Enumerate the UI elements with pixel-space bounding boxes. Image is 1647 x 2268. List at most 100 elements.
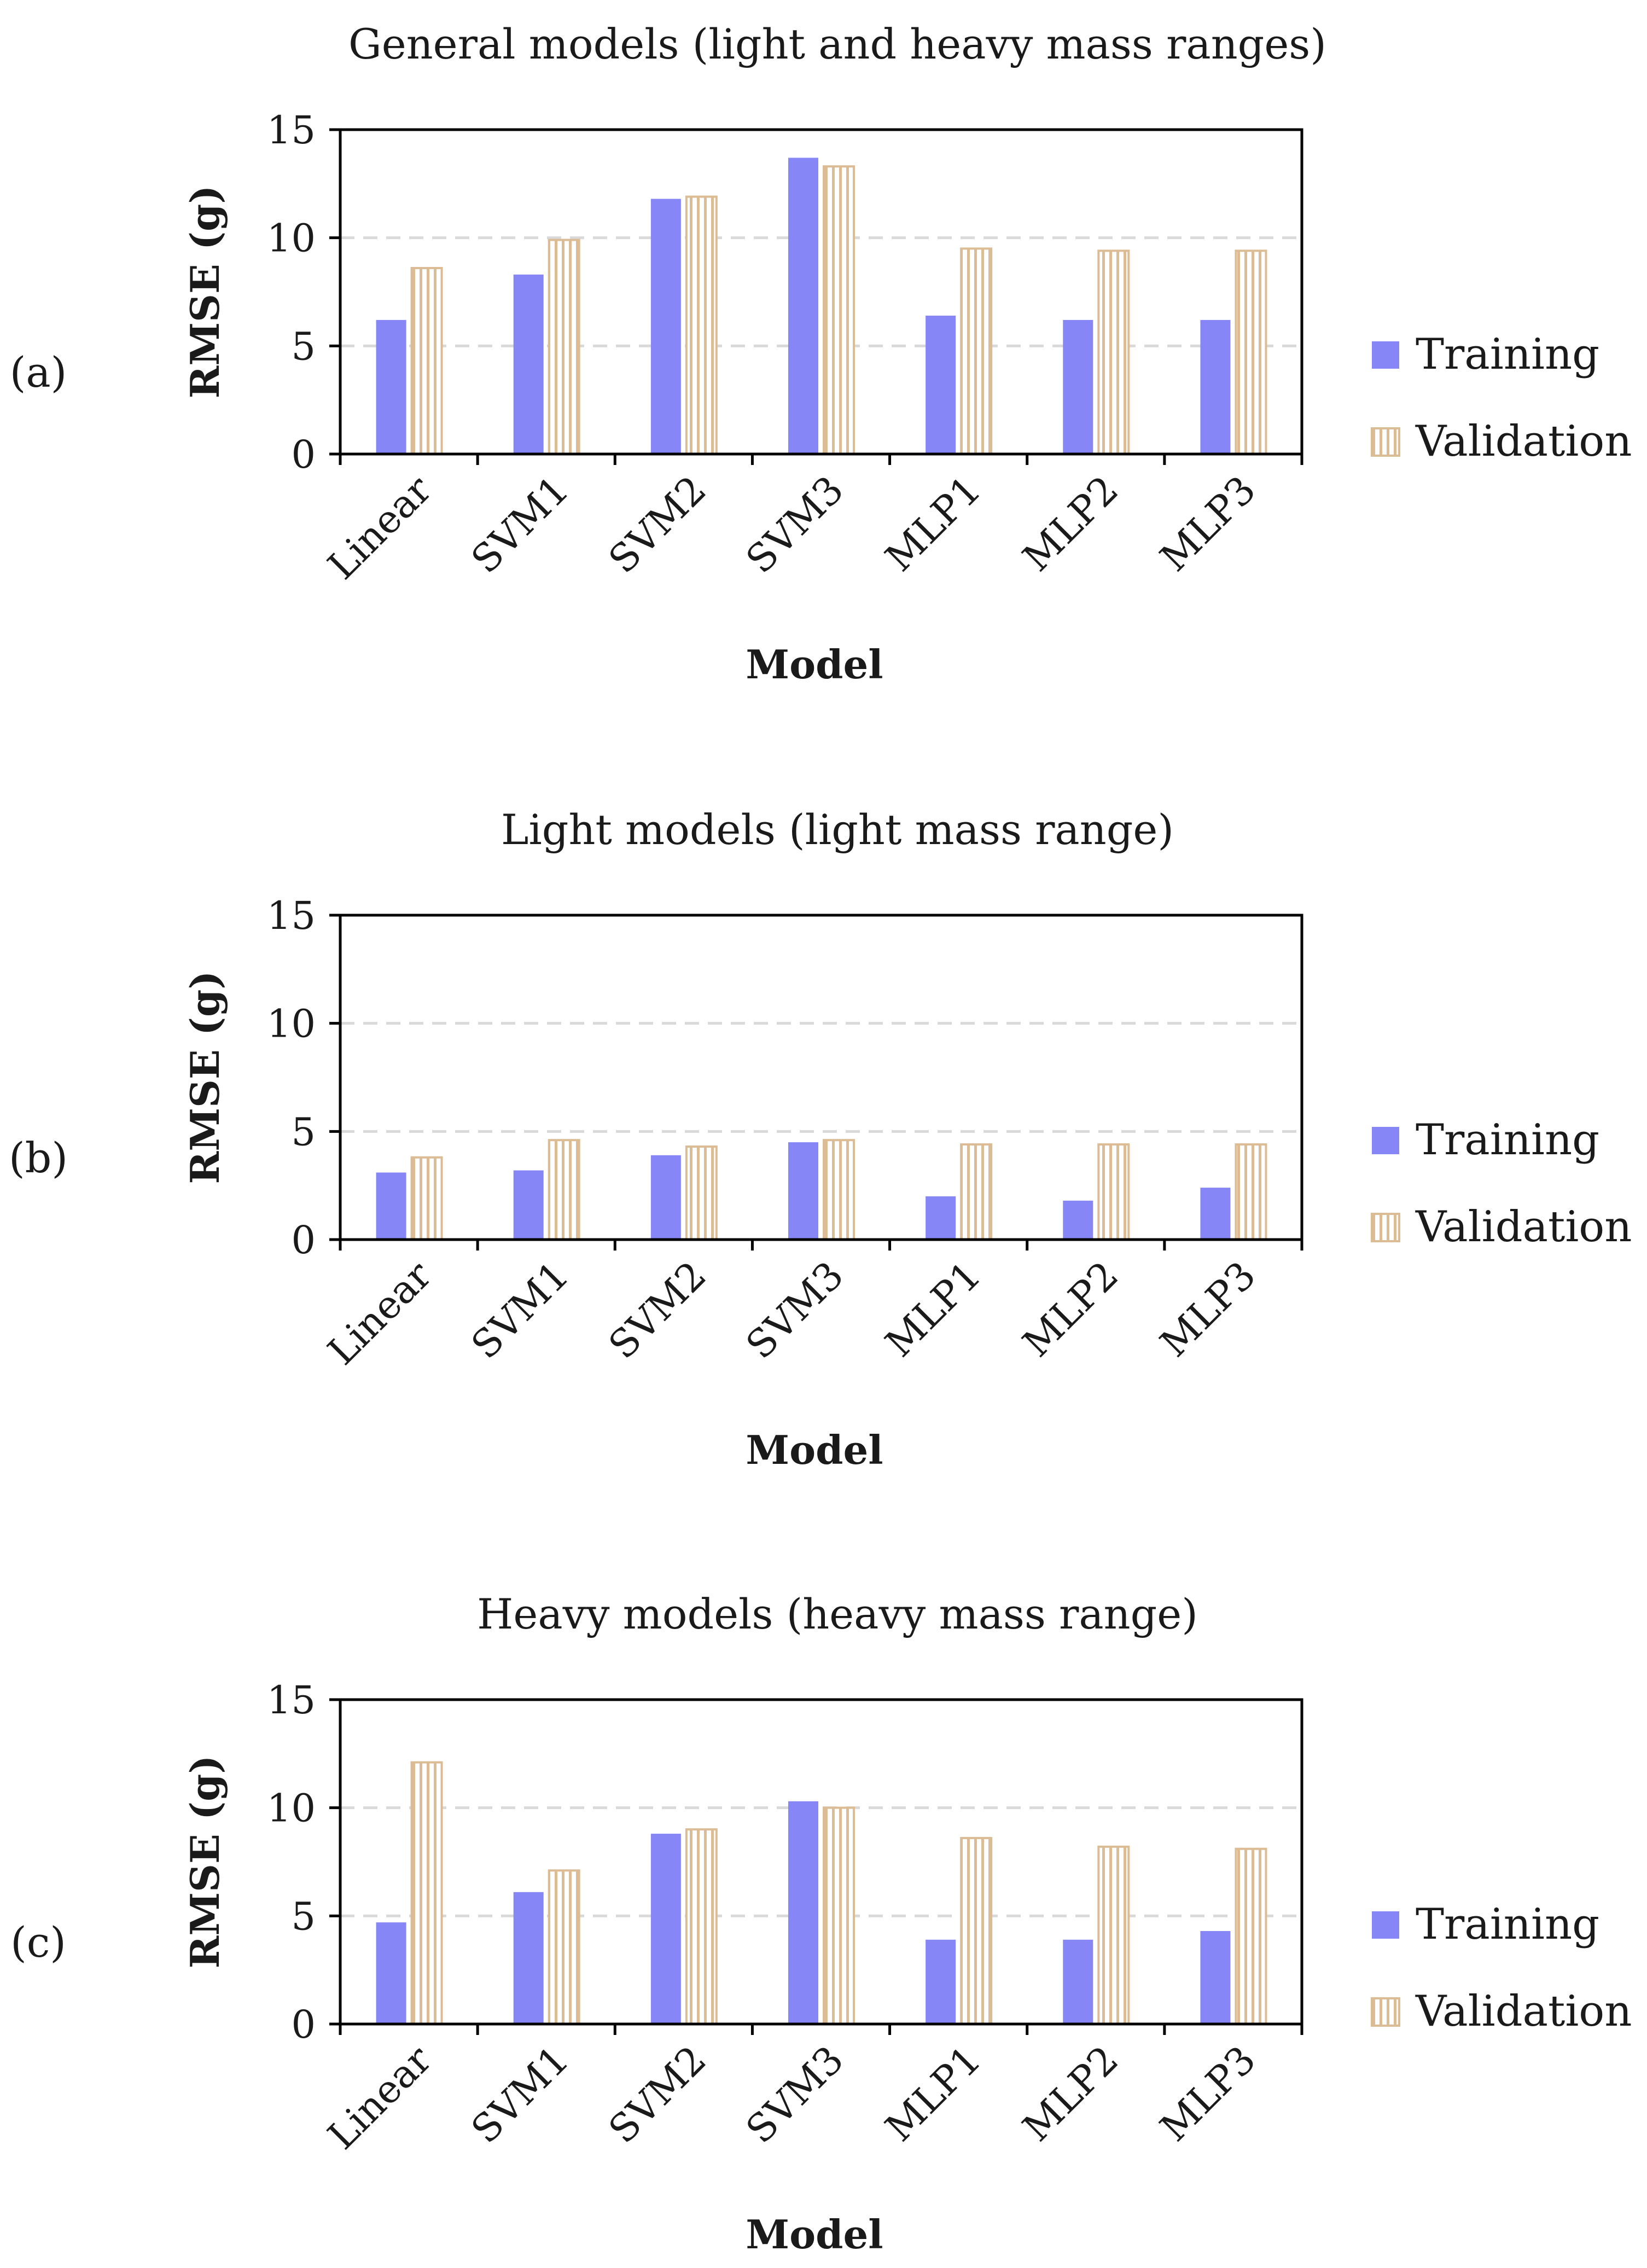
- category-label-mlp1: MLP1: [877, 2037, 990, 2150]
- legend-label-validation: Validation: [1415, 1202, 1632, 1252]
- bar-training-svm3: [788, 158, 818, 455]
- legend-label-training: Training: [1416, 1900, 1599, 1949]
- y-tick-label: 5: [291, 1894, 316, 1939]
- chart-title: Light models (light mass range): [501, 805, 1174, 854]
- chart-title: General models (light and heavy mass ran…: [348, 20, 1326, 68]
- legend-label-validation: Validation: [1415, 417, 1632, 466]
- bar-validation-mlp2: [1097, 1845, 1130, 2025]
- legend-label-training: Training: [1416, 1115, 1599, 1165]
- x-axis-label: Model: [746, 2211, 883, 2258]
- bar-validation-svm3: [823, 1139, 855, 1241]
- category-label-svm3: SVM3: [737, 1253, 852, 1368]
- category-label-svm3: SVM3: [737, 2037, 852, 2152]
- chart-panel-1: General models (light and heavy mass ran…: [10, 20, 1632, 688]
- y-tick-label: 10: [267, 1002, 316, 1046]
- bar-training-svm3: [788, 1801, 818, 2024]
- bar-training-mlp3: [1200, 1188, 1231, 1240]
- category-label-mlp2: MLP2: [1014, 2037, 1127, 2150]
- bar-validation-linear: [410, 1761, 443, 2026]
- plot-frame: [339, 1698, 1303, 2026]
- bar-training-svm2: [650, 1834, 681, 2024]
- bar-training-mlp2: [1063, 1200, 1093, 1240]
- category-label-mlp3: MLP3: [1151, 467, 1264, 580]
- legend-swatch-validation: [1371, 1213, 1400, 1242]
- legend: Training Validation: [1371, 1115, 1632, 1252]
- category-label-svm2: SVM2: [600, 2037, 715, 2152]
- x-axis-label: Model: [746, 1427, 883, 1473]
- category-label-mlp1: MLP1: [877, 467, 990, 580]
- legend: Training Validation: [1371, 330, 1632, 466]
- bar-training-svm1: [513, 1892, 544, 2024]
- y-tick-label: 10: [267, 216, 316, 261]
- bar-validation-mlp3: [1235, 249, 1267, 455]
- bar-validation-mlp1: [960, 1143, 993, 1241]
- bar-validation-mlp2: [1097, 249, 1130, 455]
- y-tick-label: 0: [291, 432, 316, 477]
- y-axis-label: RMSE (g): [182, 971, 228, 1184]
- bar-training-linear: [376, 1172, 406, 1240]
- category-label-mlp3: MLP3: [1151, 1253, 1264, 1365]
- panel-label: (a): [10, 348, 67, 397]
- y-tick-label: 10: [267, 1786, 316, 1831]
- legend-label-training: Training: [1416, 330, 1599, 379]
- x-axis-label: Model: [746, 641, 883, 688]
- y-tick-label: 0: [291, 1218, 316, 1263]
- legend: Training Validation: [1371, 1900, 1632, 2036]
- bar-training-svm2: [650, 199, 681, 454]
- bar-training-linear: [376, 319, 406, 454]
- chart-panel-2: Light models (light mass range) (b) 0 5 10 15…: [9, 805, 1632, 1473]
- bar-training-svm3: [788, 1142, 818, 1240]
- panel-label: (c): [10, 1918, 66, 1967]
- category-label-linear: Linear: [319, 1253, 440, 1374]
- category-label-mlp1: MLP1: [877, 1253, 990, 1365]
- bar-training-linear: [376, 1922, 406, 2024]
- bar-validation-mlp2: [1097, 1143, 1130, 1241]
- category-label-svm1: SVM1: [463, 1253, 578, 1368]
- y-tick-label: 5: [291, 324, 316, 369]
- bar-training-svm1: [513, 274, 544, 454]
- bar-validation-svm1: [548, 239, 580, 455]
- bar-validation-svm2: [685, 1828, 718, 2025]
- bar-validation-svm2: [685, 1145, 718, 1241]
- legend-swatch-validation: [1371, 427, 1400, 457]
- y-tick-label: 15: [267, 1678, 316, 1723]
- bar-validation-svm3: [823, 1806, 855, 2026]
- y-axis-label: RMSE (g): [182, 1755, 228, 1969]
- bar-training-svm1: [513, 1170, 544, 1240]
- category-label-linear: Linear: [319, 2037, 440, 2158]
- y-tick-label: 15: [267, 108, 316, 153]
- bar-training-mlp2: [1063, 1939, 1093, 2024]
- panel-label: (b): [9, 1133, 68, 1182]
- category-label-mlp2: MLP2: [1014, 1253, 1127, 1365]
- bar-validation-mlp3: [1235, 1143, 1267, 1241]
- category-label-svm2: SVM2: [600, 467, 715, 582]
- legend-swatch-validation: [1371, 1997, 1400, 2027]
- bar-validation-mlp3: [1235, 1847, 1267, 2026]
- bar-training-mlp3: [1200, 319, 1231, 454]
- y-axis-label: RMSE (g): [182, 185, 228, 399]
- category-label-linear: Linear: [319, 467, 440, 588]
- bar-training-mlp1: [926, 315, 956, 454]
- category-label-svm1: SVM1: [463, 467, 578, 582]
- bar-validation-linear: [410, 1156, 443, 1241]
- bar-training-mlp3: [1200, 1931, 1231, 2024]
- chart-title: Heavy models (heavy mass range): [477, 1590, 1198, 1638]
- y-tick-label: 15: [267, 893, 316, 938]
- category-label-svm1: SVM1: [463, 2037, 578, 2152]
- chart-panel-3: Heavy models (heavy mass range) (c) 0 5 10 15…: [10, 1590, 1632, 2258]
- plot-frame: [339, 128, 1303, 456]
- bar-validation-mlp1: [960, 247, 993, 455]
- bar-training-mlp2: [1063, 319, 1093, 454]
- bar-validation-svm1: [548, 1869, 580, 2025]
- plot-frame: [339, 914, 1303, 1241]
- legend-label-validation: Validation: [1415, 1987, 1632, 2036]
- bar-validation-svm1: [548, 1139, 580, 1241]
- bar-validation-linear: [410, 267, 443, 455]
- bar-training-svm2: [650, 1155, 681, 1240]
- y-tick-label: 0: [291, 2002, 316, 2047]
- y-tick-label: 5: [291, 1109, 316, 1154]
- bar-validation-mlp1: [960, 1837, 993, 2026]
- category-label-mlp2: MLP2: [1014, 467, 1127, 580]
- category-label-mlp3: MLP3: [1151, 2037, 1264, 2150]
